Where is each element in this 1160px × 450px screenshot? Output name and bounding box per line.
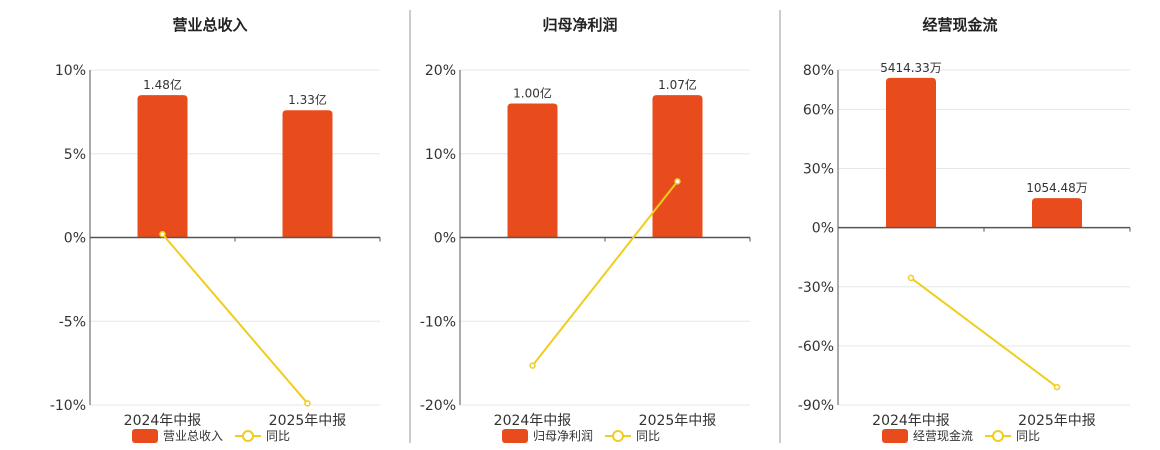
y-tick-label: -90% — [798, 398, 834, 414]
yoy-line — [161, 233, 309, 404]
bar-data-label: 1.00亿 — [513, 86, 552, 101]
chart-title: 营业总收入 — [172, 16, 247, 34]
yoy-point — [529, 362, 536, 369]
bar — [652, 95, 703, 238]
bar-data-label: 5414.33万 — [880, 61, 942, 75]
yoy-point — [159, 230, 166, 238]
legend-swatch-point — [992, 430, 1004, 442]
bar-data-label: 1.48亿 — [143, 77, 182, 92]
legend-swatch-point — [612, 430, 624, 442]
yoy-point — [304, 400, 311, 407]
y-tick-label: 30% — [803, 162, 834, 178]
chart-title: 归母净利润 — [542, 16, 617, 34]
legend-label-bar: 营业总收入 — [163, 429, 223, 443]
yoy-point — [907, 274, 915, 282]
y-tick-label: 0% — [64, 231, 86, 247]
y-tick-label: 10% — [55, 63, 86, 79]
bar — [507, 103, 558, 238]
bar — [886, 77, 936, 228]
y-tick-label: -10% — [420, 314, 456, 330]
bar — [1032, 198, 1082, 228]
y-tick-label: 60% — [803, 102, 834, 118]
y-tick-label: 0% — [812, 221, 834, 237]
chart-panel-1: 营业总收入 10% 5% 0% -5% -10% 1.48亿 1.33亿 2024年中报 2025… — [50, 16, 381, 443]
x-tick-label: 2025年中报 — [639, 413, 717, 429]
yoy-point — [1053, 383, 1061, 391]
y-tick-label: -60% — [798, 339, 834, 355]
legend-label-bar: 经营现金流 — [913, 428, 973, 443]
y-tick-label: 20% — [425, 63, 456, 79]
bar-data-label: 1.33亿 — [288, 92, 327, 107]
legend-label-bar: 归母净利润 — [533, 429, 593, 443]
legend-swatch-bar — [132, 429, 158, 443]
x-tick-label: 2025年中报 — [269, 413, 347, 429]
y-tick-label: -30% — [798, 280, 834, 296]
yoy-point — [674, 178, 681, 185]
y-tick-label: -10% — [50, 398, 86, 414]
legend-label-line: 同比 — [1016, 429, 1040, 443]
y-tick-label: 10% — [425, 147, 456, 163]
chart-panel-3: 经营现金流 80% 60% 30% 0% -30% -60% -90% 5414.33万 1054… — [798, 16, 1131, 443]
legend-swatch-bar — [502, 429, 528, 443]
y-tick-label: 80% — [803, 63, 834, 79]
legend-swatch-bar — [882, 429, 908, 443]
x-tick-label: 2024年中报 — [494, 413, 572, 429]
bar-data-label: 1054.48万 — [1026, 181, 1088, 195]
x-tick-label: 2025年中报 — [1018, 413, 1096, 429]
legend-label-line: 同比 — [266, 429, 290, 443]
bar — [282, 110, 333, 238]
x-tick-label: 2024年中报 — [124, 413, 202, 429]
y-tick-label: -20% — [420, 398, 456, 414]
chart-title: 经营现金流 — [922, 16, 997, 34]
legend-swatch-point — [242, 430, 254, 442]
y-tick-label: -5% — [59, 314, 86, 330]
chart-panel-2: 归母净利润 20% 10% 0% -10% -20% 1.00亿 1.07亿 2024年中报 20… — [420, 16, 751, 443]
x-tick-label: 2024年中报 — [872, 413, 950, 429]
bar — [137, 95, 188, 238]
yoy-line — [910, 277, 1058, 388]
y-tick-label: 5% — [64, 147, 86, 163]
bar-data-label: 1.07亿 — [658, 77, 697, 92]
yoy-line — [531, 180, 679, 367]
y-tick-label: 0% — [434, 231, 456, 247]
legend-label-line: 同比 — [636, 429, 660, 443]
